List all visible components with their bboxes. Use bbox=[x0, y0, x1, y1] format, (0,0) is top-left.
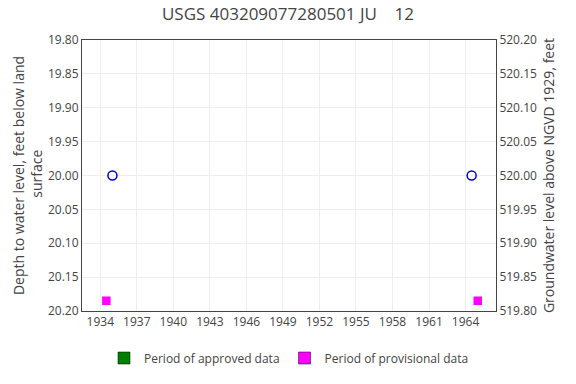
svg-text:20.15: 20.15 bbox=[48, 268, 79, 285]
svg-text:20.00: 20.00 bbox=[48, 167, 79, 184]
svg-text:520.00: 520.00 bbox=[499, 167, 537, 184]
svg-text:19.95: 19.95 bbox=[48, 133, 79, 150]
svg-text:1940: 1940 bbox=[160, 313, 188, 330]
svg-text:1946: 1946 bbox=[233, 313, 261, 330]
svg-text:Groundwater level above NGVD 1: Groundwater level above NGVD 1929, feet bbox=[539, 38, 558, 313]
svg-text:519.95: 519.95 bbox=[499, 201, 537, 218]
svg-text:Period of approved data: Period of approved data bbox=[144, 350, 280, 367]
svg-text:20.10: 20.10 bbox=[48, 234, 79, 251]
svg-text:20.05: 20.05 bbox=[48, 201, 79, 218]
svg-text:1964: 1964 bbox=[452, 313, 480, 330]
svg-text:1949: 1949 bbox=[269, 313, 297, 330]
svg-text:USGS 403209077280501 JU 12: USGS 403209077280501 JU 12 bbox=[162, 2, 414, 25]
svg-text:19.80: 19.80 bbox=[48, 31, 79, 48]
svg-text:520.20: 520.20 bbox=[499, 31, 537, 48]
svg-text:520.10: 520.10 bbox=[499, 99, 537, 116]
svg-text:1955: 1955 bbox=[342, 313, 370, 330]
svg-text:Period of provisional data: Period of provisional data bbox=[325, 350, 469, 367]
svg-text:519.85: 519.85 bbox=[499, 268, 537, 285]
svg-text:1952: 1952 bbox=[306, 313, 334, 330]
svg-text:1961: 1961 bbox=[415, 313, 442, 330]
svg-text:19.90: 19.90 bbox=[48, 99, 79, 116]
svg-text:1934: 1934 bbox=[87, 313, 115, 330]
svg-text:520.05: 520.05 bbox=[499, 133, 537, 150]
svg-text:19.85: 19.85 bbox=[48, 65, 79, 82]
svg-text:520.15: 520.15 bbox=[499, 65, 537, 82]
svg-text:1943: 1943 bbox=[196, 313, 224, 330]
svg-text:519.80: 519.80 bbox=[499, 302, 537, 319]
svg-text:20.20: 20.20 bbox=[48, 302, 79, 319]
svg-text:519.90: 519.90 bbox=[499, 234, 537, 251]
svg-text:1958: 1958 bbox=[379, 313, 407, 330]
svg-text:Depth to water level, feet bel: Depth to water level, feet below land su… bbox=[9, 56, 46, 295]
svg-text:1937: 1937 bbox=[123, 313, 151, 330]
